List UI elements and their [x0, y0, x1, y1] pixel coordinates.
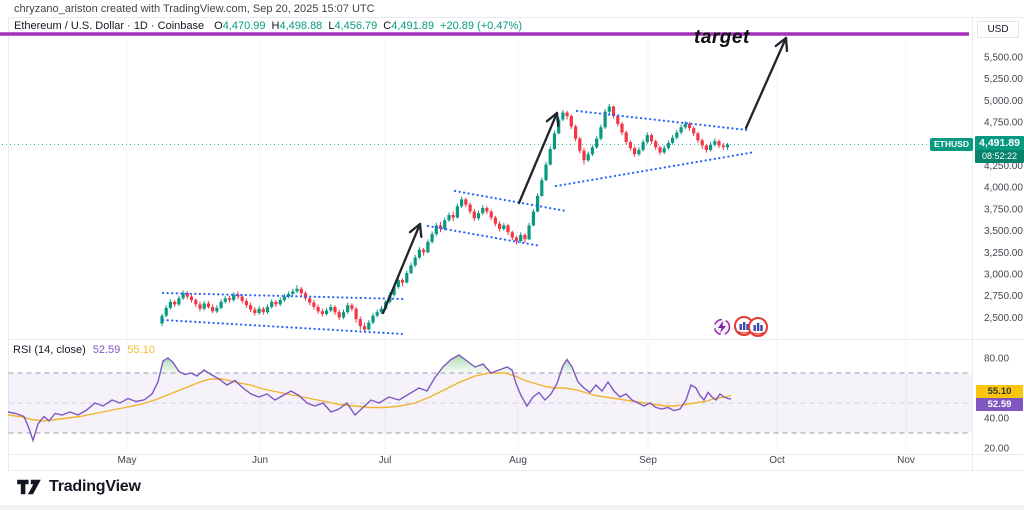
- ohlc-high-key: H: [271, 20, 280, 32]
- arrow-drawings[interactable]: [381, 36, 789, 315]
- rsi-legend[interactable]: RSI (14, close) 52.59 55.10: [13, 344, 155, 356]
- rsi-overbought-fill: [438, 355, 513, 373]
- svg-text:3,000.00: 3,000.00: [984, 270, 1023, 281]
- rsi-ma-value: 55.10: [127, 344, 155, 356]
- trendline-drawing[interactable]: [554, 150, 757, 188]
- trendline-drawing[interactable]: [453, 189, 568, 213]
- rsi-current-value: 52.59: [92, 344, 121, 356]
- svg-text:Jul: Jul: [379, 455, 392, 466]
- ohlc-low-key: L: [328, 20, 335, 32]
- trendline-drawing[interactable]: [426, 224, 543, 248]
- svg-text:3,500.00: 3,500.00: [984, 226, 1023, 237]
- symbol-legend[interactable]: Ethereum / U.S. Dollar · 1D · Coinbase O4…: [14, 20, 522, 32]
- svg-text:Jun: Jun: [252, 455, 268, 466]
- symbol-title[interactable]: Ethereum / U.S. Dollar · 1D · Coinbase: [14, 20, 205, 32]
- symbol-axis-flag: ETHUSD: [930, 138, 973, 151]
- svg-text:4,250.00: 4,250.00: [984, 161, 1023, 172]
- svg-text:5,250.00: 5,250.00: [984, 74, 1023, 85]
- svg-text:Oct: Oct: [769, 455, 785, 466]
- price-axis-unit-label[interactable]: USD: [977, 21, 1019, 38]
- svg-text:May: May: [118, 455, 137, 466]
- ohlc-high-value: 4,498.88: [279, 20, 323, 32]
- trendline-drawing[interactable]: [575, 109, 749, 132]
- svg-text:4,750.00: 4,750.00: [984, 118, 1023, 129]
- boost-icon: [713, 318, 731, 336]
- rsi-overbought-fill: [560, 359, 575, 373]
- ohlc-close-key: C: [383, 20, 392, 32]
- svg-text:4,000.00: 4,000.00: [984, 183, 1023, 194]
- svg-text:Sep: Sep: [639, 455, 657, 466]
- rsi-ma-line[interactable]: [7, 372, 732, 422]
- ohlc-open-value: 4,470.99: [222, 20, 266, 32]
- footer-brand-text: TradingView: [49, 478, 141, 495]
- svg-text:Nov: Nov: [897, 455, 915, 466]
- rsi-axis-labels[interactable]: 80.00 40.00 20.00: [984, 354, 1009, 455]
- svg-text:20.00: 20.00: [984, 444, 1009, 455]
- last-price-value: 4,491.89: [979, 137, 1020, 149]
- svg-text:3,750.00: 3,750.00: [984, 204, 1023, 215]
- svg-text:2,750.00: 2,750.00: [984, 291, 1023, 302]
- candlestick-series[interactable]: [160, 103, 730, 333]
- target-label-drawing[interactable]: target: [694, 27, 750, 48]
- trendline-drawing[interactable]: [161, 318, 405, 336]
- svg-text:2,500.00: 2,500.00: [984, 313, 1023, 324]
- rsi-ma-axis-flag: 55.10: [976, 385, 1023, 398]
- svg-text:5,000.00: 5,000.00: [984, 96, 1023, 107]
- time-axis-labels[interactable]: May Jun Jul Aug Sep Oct Nov: [118, 455, 915, 466]
- svg-text:3,250.00: 3,250.00: [984, 248, 1023, 259]
- rsi-line[interactable]: [7, 354, 732, 443]
- svg-text:Aug: Aug: [509, 455, 527, 466]
- reaction-icons: [713, 316, 768, 337]
- last-price-axis-flag: 4,491.89 08:52:22: [975, 136, 1024, 163]
- svg-text:5,500.00: 5,500.00: [984, 53, 1023, 64]
- trendline-drawing[interactable]: [161, 291, 405, 301]
- ohlc-low-value: 4,456.79: [334, 20, 378, 32]
- ohlc-open-key: O: [214, 20, 223, 32]
- svg-text:80.00: 80.00: [984, 354, 1009, 365]
- attribution-text: chryzano_ariston created with TradingVie…: [14, 3, 375, 15]
- svg-text:40.00: 40.00: [984, 414, 1009, 425]
- bottom-strip: [0, 505, 1024, 510]
- tradingview-logo-icon: [17, 479, 41, 495]
- rsi-legend-title[interactable]: RSI (14, close): [13, 344, 86, 356]
- reaction-badge-icon: [748, 317, 768, 337]
- rsi-axis-flag: 52.59: [976, 398, 1023, 411]
- rsi-overbought-fill: [160, 358, 182, 373]
- price-axis-labels[interactable]: 5,500.00 5,250.00 5,000.00 4,750.00 4,250.00…: [984, 53, 1023, 324]
- ohlc-change: +20.89 (+0.47%): [440, 20, 522, 32]
- bar-countdown: 08:52:22: [975, 150, 1024, 163]
- footer-brand[interactable]: TradingView: [16, 477, 141, 497]
- ohlc-close-value: 4,491.89: [391, 20, 435, 32]
